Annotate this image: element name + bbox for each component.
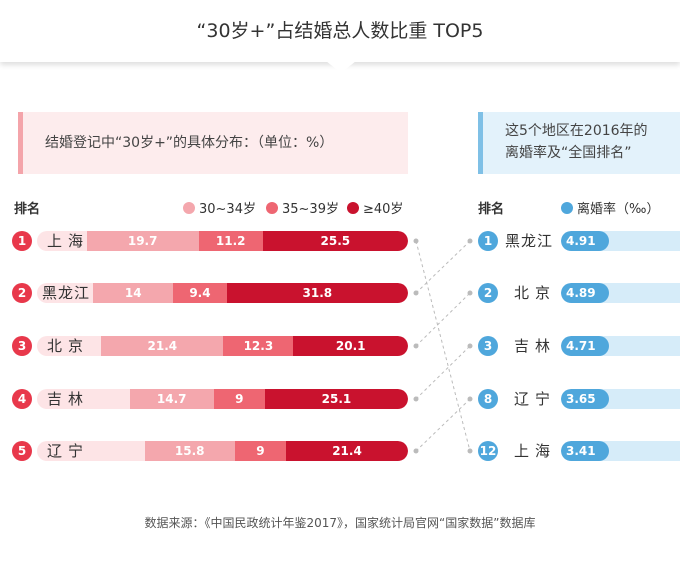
left-bar-track: 14.7 9 25.1 [37,389,408,409]
left-note: 结婚登记中“30岁+”的具体分布：（单位：%） [18,112,408,174]
left-bar-track: 21.4 12.3 20.1 [37,336,408,356]
bar-segment-35-39: 9.4 [173,283,227,303]
header-bar [0,0,680,62]
rate-bar-value: 4.91 [561,231,609,251]
connector-dot [413,396,419,402]
left-province-label: 辽宁 [47,442,90,460]
left-province-label: 北京 [47,337,90,355]
right-province-label: 黑龙江 [505,232,554,250]
right-rank-badge: 12 [478,441,498,461]
bar-segment-40plus: 21.4 [286,441,408,461]
connector-dot [413,238,419,244]
legend-label-30-34: 30~34岁 [199,202,256,217]
connector-dot [467,290,473,296]
left-province-label: 黑龙江 [42,284,91,302]
chart-title: “30岁+”占结婚总人数比重 TOP5 [196,20,484,42]
bar-segment-30-34: 21.4 [101,336,224,356]
legend-label-rate: 离婚率（‰） [577,202,660,217]
connector-dot [413,448,419,454]
connector-dot [413,290,419,296]
connector-dot [467,396,473,402]
left-rank-label: 排名 [14,202,41,217]
right-province-label: 北京 [514,284,557,302]
left-bar-track: 19.7 11.2 25.5 [37,231,408,251]
connector-dot [467,238,473,244]
header-notch [326,61,356,73]
connector-line [415,240,471,452]
legend-item-rate: 离婚率（‰） [561,198,659,217]
right-rank-badge: 1 [478,231,498,251]
bar-segment-35-39: 9 [213,389,265,409]
rate-bar-track: 3.65 [561,389,680,409]
right-note-line1: 这5个地区在2016年的 [505,123,648,139]
connector-line [415,240,471,294]
legend-item-30-34: 30~34岁 [183,198,256,217]
bar-segment-30-34: 14 [93,283,174,303]
legend-dot-30-34 [183,201,195,214]
connector-line [415,345,471,400]
rate-bar-track: 4.89 [561,283,680,303]
left-rank-badge: 2 [12,283,32,303]
right-rank-badge: 3 [478,336,498,356]
bar-segment-30-34: 14.7 [129,389,214,409]
right-rank-label: 排名 [478,202,505,217]
right-note: 这5个地区在2016年的 离婚率及“全国排名” [478,112,680,174]
source-note: 数据来源：《中国民政统计年鉴2017》，国家统计局官网“国家数据”数据库 [144,516,536,530]
connector-line [415,398,471,452]
legend-dot-35-39 [266,201,278,214]
left-rank-badge: 1 [12,231,32,251]
connector-dot [467,448,473,454]
right-note-line2: 离婚率及“全国排名” [505,145,632,161]
rate-bar-track: 4.71 [561,336,680,356]
right-rank-badge: 8 [478,389,498,409]
right-province-label: 辽宁 [514,390,557,408]
legend-label-40plus: ≥40岁 [363,202,404,217]
bar-segment-40plus: 25.5 [262,231,408,251]
bar-segment-35-39: 12.3 [223,336,294,356]
bar-segment-40plus: 31.8 [226,283,408,303]
legend-dot-40plus [347,201,359,214]
legend-label-35-39: 35~39岁 [282,202,339,217]
rate-bar-track: 4.91 [561,231,680,251]
right-province-label: 吉林 [514,337,557,355]
right-rank-badge: 2 [478,283,498,303]
bar-segment-35-39: 9 [234,441,287,461]
connector-dot [467,343,473,349]
left-bar-track: 14 9.4 31.8 [37,283,408,303]
rate-bar-value: 3.41 [561,441,609,461]
bar-segment-30-34: 19.7 [86,231,199,251]
rate-bar-value: 4.71 [561,336,609,356]
left-rank-badge: 4 [12,389,32,409]
legend-item-40plus: ≥40岁 [347,198,403,217]
connector-line [415,292,471,347]
rate-bar-track: 3.41 [561,441,680,461]
right-province-label: 上海 [514,442,557,460]
bar-segment-30-34: 15.8 [144,441,235,461]
legend-item-35-39: 35~39岁 [266,198,339,217]
left-province-label: 上海 [47,232,90,250]
left-rank-badge: 5 [12,441,32,461]
left-bar-track: 15.8 9 21.4 [37,441,408,461]
bar-segment-40plus: 25.1 [264,389,408,409]
legend-dot-rate [561,201,573,214]
connector-dot [413,343,419,349]
rate-bar-value: 4.89 [561,283,609,303]
bar-segment-35-39: 11.2 [198,231,263,251]
rate-bar-value: 3.65 [561,389,609,409]
left-rank-badge: 3 [12,336,32,356]
left-province-label: 吉林 [47,390,90,408]
bar-segment-40plus: 20.1 [293,336,408,356]
